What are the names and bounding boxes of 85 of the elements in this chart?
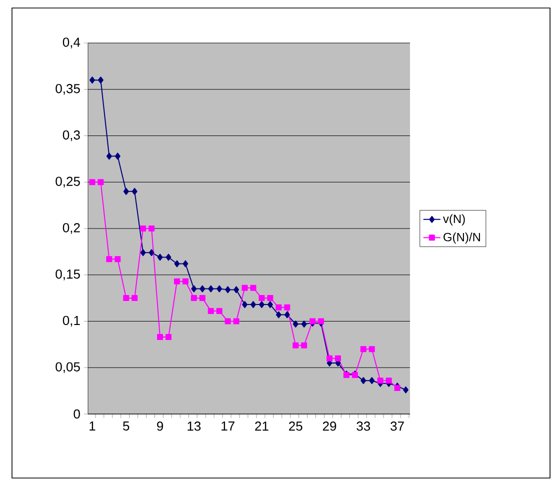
point (318, 318, 324, 324)
point (276, 311, 282, 318)
x-tick-label: 1 (90, 422, 96, 430)
point (368, 346, 375, 352)
y-tick-label: 0,3 (62, 130, 80, 142)
point (360, 377, 366, 384)
point (190, 295, 197, 302)
point (284, 311, 290, 318)
y-tick-label: 0,15 (56, 270, 80, 280)
point (140, 226, 146, 232)
point (258, 295, 265, 302)
y-tick-label: 0,35 (56, 84, 80, 95)
point (301, 342, 308, 348)
point (123, 188, 129, 195)
x-tick-label: 25 (289, 422, 302, 431)
point (174, 278, 180, 284)
point (267, 301, 273, 308)
point (334, 355, 341, 362)
x-tick-label: 29 (322, 422, 336, 431)
point (123, 295, 130, 302)
point (310, 318, 316, 324)
x-tick-label: 21 (255, 422, 268, 431)
point (250, 284, 256, 291)
point (140, 249, 146, 256)
point (403, 386, 409, 394)
point (114, 152, 120, 160)
y-tick-label: 0,2 (62, 223, 80, 234)
point (182, 260, 188, 268)
point (276, 304, 282, 310)
legend-label: G(N)/N (444, 232, 480, 244)
point (301, 320, 307, 328)
point (98, 76, 104, 84)
point (225, 286, 231, 294)
point (369, 377, 375, 384)
x-tick-label: 9 (157, 422, 164, 431)
x-tick-label: 17 (222, 422, 234, 430)
point (216, 308, 222, 314)
point (267, 295, 274, 302)
point (258, 301, 264, 308)
y-tick-label: 0,4 (62, 38, 80, 48)
y-tick-label: 0 (74, 409, 80, 419)
point (292, 342, 299, 348)
x-tick-label: 5 (123, 422, 130, 431)
point (394, 385, 400, 392)
point (208, 308, 214, 314)
point (132, 295, 138, 302)
point (200, 285, 206, 292)
point (242, 301, 248, 308)
point (233, 318, 240, 324)
x-tick-label: 13 (188, 422, 201, 431)
point (157, 254, 163, 261)
point (284, 304, 290, 310)
point (224, 318, 231, 324)
point (199, 295, 206, 302)
point (234, 286, 240, 294)
point (166, 334, 172, 340)
point (89, 76, 95, 84)
point (114, 256, 121, 262)
y-tick-label: 0,05 (56, 362, 80, 373)
x-tick-label: 37 (390, 422, 404, 431)
point (292, 320, 298, 328)
x-tick-label: 33 (356, 422, 370, 431)
point (89, 179, 96, 186)
point (166, 254, 172, 261)
point (386, 378, 392, 384)
point (191, 285, 197, 292)
point (208, 285, 214, 292)
point (148, 226, 155, 232)
y-tick-label: 0,1 (62, 316, 80, 327)
point (242, 284, 248, 291)
point (174, 260, 180, 268)
point (106, 152, 112, 160)
point (157, 334, 164, 340)
point (250, 301, 256, 308)
point (377, 378, 384, 384)
legend-label: v(N) (442, 214, 465, 226)
point (216, 285, 222, 292)
point (132, 188, 138, 195)
point (326, 355, 333, 362)
point (98, 179, 104, 186)
y-tick-label: 0,25 (56, 176, 80, 188)
point (182, 278, 188, 284)
point (106, 256, 112, 262)
point (148, 249, 154, 256)
point (360, 346, 366, 352)
